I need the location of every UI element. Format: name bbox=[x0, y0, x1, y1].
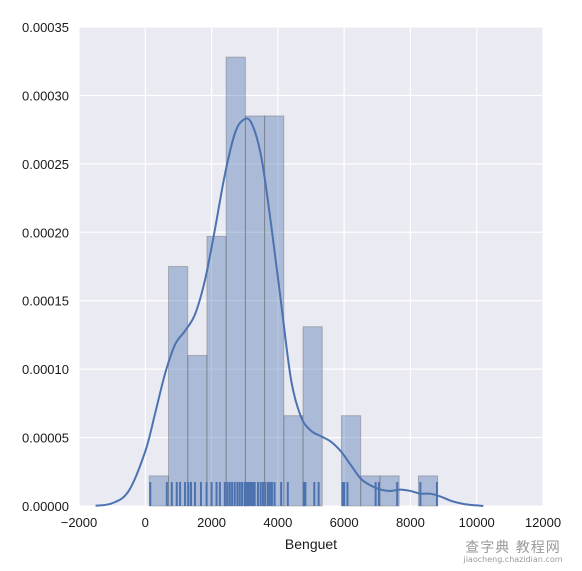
y-tick-label: 0.00015 bbox=[22, 294, 69, 309]
histogram-bar bbox=[340, 415, 362, 507]
histogram-bar bbox=[264, 115, 285, 507]
x-tick-label: 12000 bbox=[525, 515, 561, 530]
watermark-main-text: 查字典 教程网 bbox=[465, 540, 561, 556]
y-tick-label: 0.00010 bbox=[22, 362, 69, 377]
histogram-bar bbox=[302, 326, 323, 507]
x-tick-label: −2000 bbox=[61, 515, 98, 530]
plot-background bbox=[79, 27, 543, 506]
rug-ticks bbox=[149, 482, 438, 506]
x-tick-label: 10000 bbox=[459, 515, 495, 530]
y-tick-label: 0.00000 bbox=[22, 499, 69, 514]
y-gridlines bbox=[79, 26, 543, 507]
y-tick-labels: 0.00000 0.00005 0.00010 0.00015 0.00020 0.000… bbox=[22, 20, 69, 514]
histogram-bar bbox=[167, 266, 189, 507]
x-tick-label: 2000 bbox=[197, 515, 226, 530]
histogram-bar bbox=[283, 415, 304, 507]
x-tick-label: 8000 bbox=[396, 515, 425, 530]
y-tick-label: 0.00035 bbox=[22, 20, 69, 35]
watermark-url-text: jiaocheng.chazidian.com bbox=[463, 554, 563, 564]
histogram-bar bbox=[206, 235, 227, 507]
y-tick-label: 0.00030 bbox=[22, 88, 69, 103]
y-tick-label: 0.00005 bbox=[22, 431, 69, 446]
histogram-bar bbox=[148, 475, 169, 507]
x-tick-label: 0 bbox=[142, 515, 149, 530]
histogram-bar bbox=[244, 115, 266, 507]
watermark: 查字典 教程网 jiaocheng.chazidian.com bbox=[448, 541, 578, 564]
y-tick-label: 0.00020 bbox=[22, 225, 69, 240]
kde-curve bbox=[95, 117, 484, 507]
histogram-bar bbox=[187, 354, 208, 507]
histogram-bars bbox=[148, 56, 439, 507]
histogram-bar bbox=[225, 56, 246, 507]
x-tick-label: 4000 bbox=[263, 515, 292, 530]
x-tick-labels: −2000 0 2000 4000 6000 8000 10000 12000 bbox=[61, 515, 561, 530]
x-tick-label: 6000 bbox=[330, 515, 359, 530]
x-gridlines bbox=[78, 27, 544, 506]
y-tick-label: 0.00025 bbox=[22, 157, 69, 172]
x-axis-label: Benguet bbox=[285, 536, 337, 552]
